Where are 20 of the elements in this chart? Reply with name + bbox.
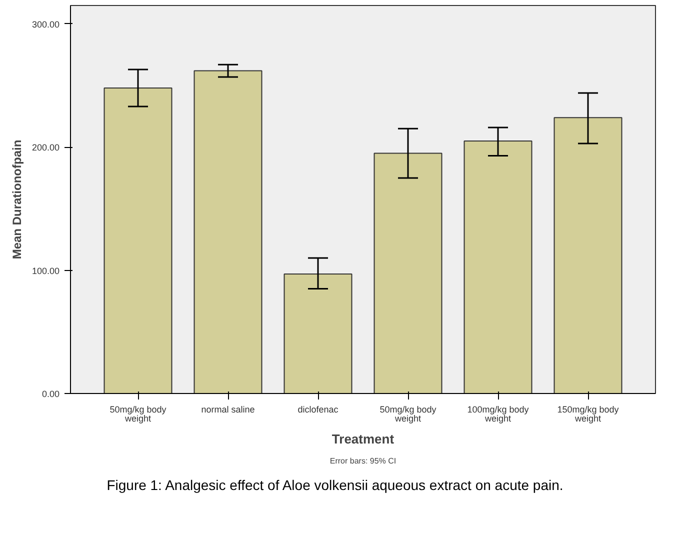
bar xyxy=(374,152,442,394)
x-tick-label: 50mg/kg body weight xyxy=(380,404,437,424)
y-tick-label: 300.00 xyxy=(32,19,60,30)
x-tick-label: 100mg/kg body weight xyxy=(467,404,530,424)
bar xyxy=(284,274,352,394)
x-tick-label: 50mg/kg body weight xyxy=(110,404,167,424)
x-tick-label: normal saline xyxy=(201,404,255,414)
x-tick-label: diclofenac xyxy=(298,404,339,414)
caption: Figure 1: Analgesic effect of Aloe volkensii aqueous extract on acute pain. xyxy=(106,476,564,495)
bar xyxy=(464,140,532,394)
bar xyxy=(554,117,622,394)
y-axis-title: Mean Durationofpain xyxy=(10,140,24,260)
text: Error bars: 95% CI xyxy=(330,456,396,466)
x-tick-label: 150mg/kg body weight xyxy=(557,404,620,424)
bar xyxy=(104,88,172,394)
bar xyxy=(194,70,262,394)
x-axis-title: Treatment xyxy=(332,432,395,446)
y-tick-label: 200.00 xyxy=(32,142,60,153)
y-tick-label: 0.00 xyxy=(42,389,60,399)
y-tick-label: 100.00 xyxy=(32,266,60,276)
